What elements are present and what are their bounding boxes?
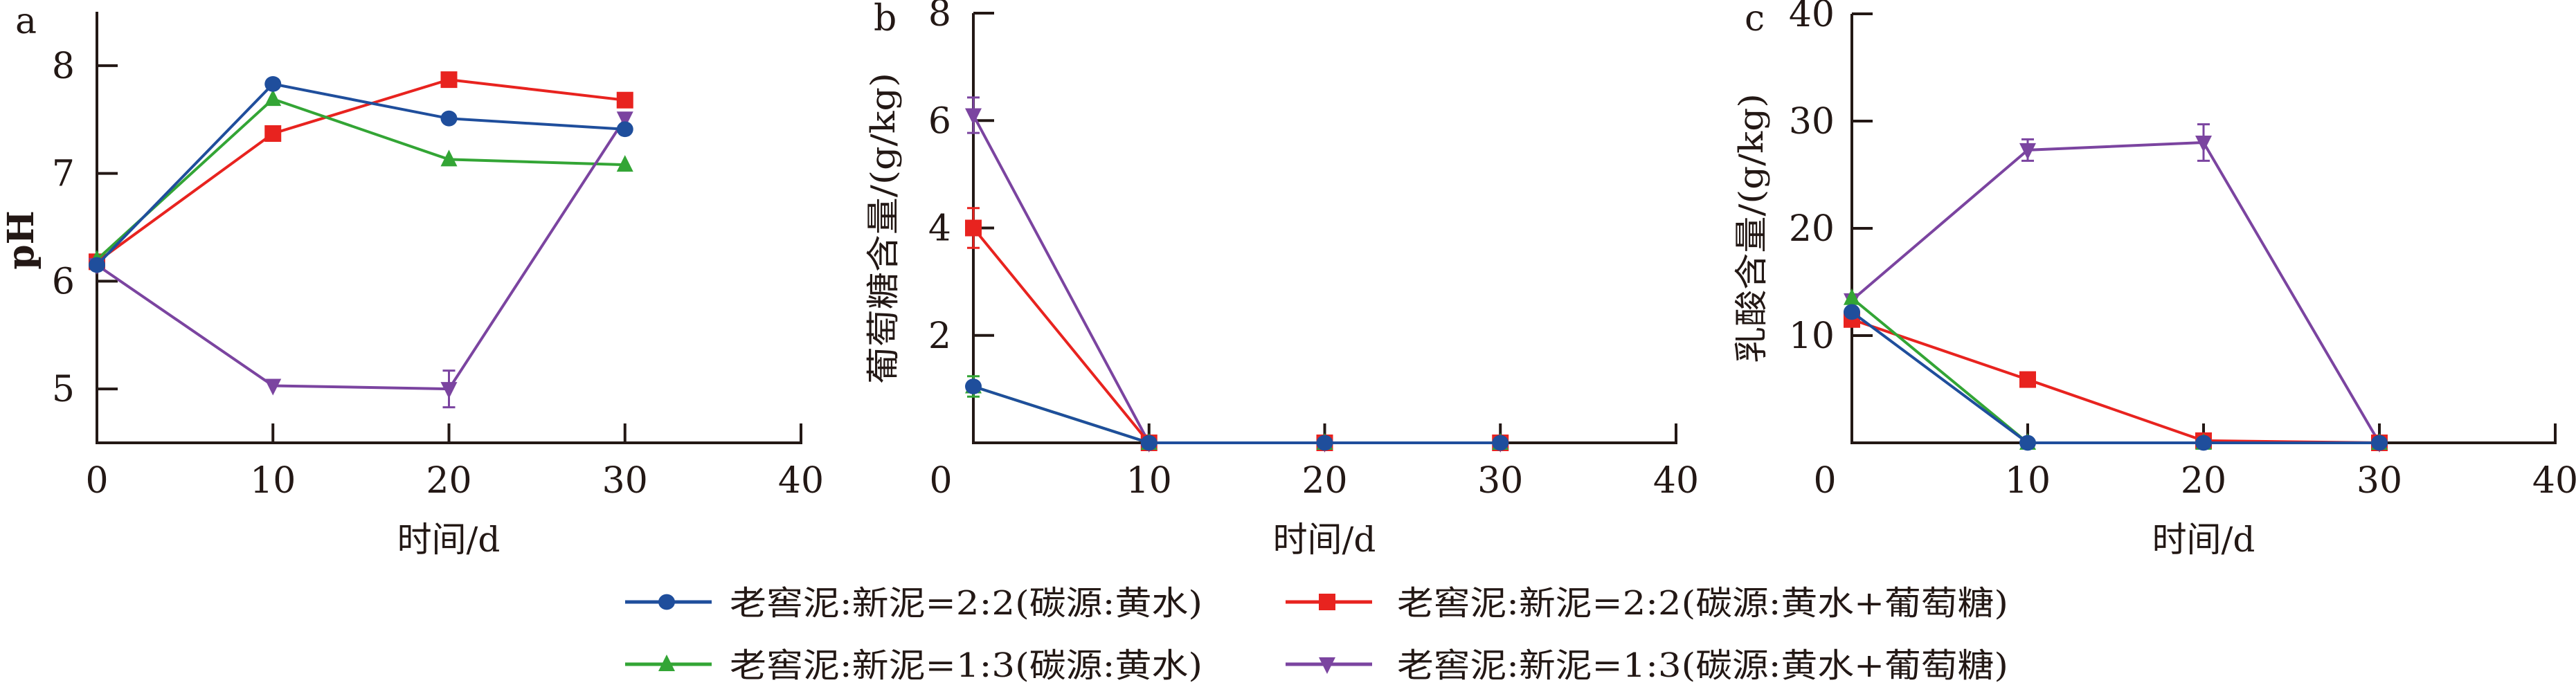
- series: [1844, 311, 2388, 451]
- data-point: [1316, 435, 1333, 451]
- data-point: [2019, 435, 2036, 451]
- series-line: [96, 78, 625, 263]
- y-axis-label-c: 乳酸含量/(g/kg): [1732, 93, 1771, 363]
- series: [1844, 123, 2388, 453]
- x-tick-label: 30: [1477, 460, 1523, 502]
- data-point: [2195, 435, 2212, 451]
- series-line: [973, 385, 1501, 444]
- y-axis-label-b: 葡萄糖含量/(g/kg): [864, 73, 903, 384]
- series-line: [96, 118, 627, 391]
- data-point: [616, 121, 633, 138]
- data-point: [616, 91, 633, 109]
- legend-label-3: 老窖泥:新泥=1:3(碳源:黄水): [730, 646, 1203, 685]
- data-point: [1140, 435, 1158, 451]
- panel-c: c 乳酸含量/(g/kg) 时间/d 10 20 30 40 0 10 20 30 40: [1732, 0, 2576, 560]
- x-tick-label: 40: [1653, 460, 1699, 502]
- y-tick-label: 5: [52, 369, 75, 410]
- data-point: [440, 382, 458, 399]
- y-tick-label: 20: [1789, 208, 1835, 250]
- data-point: [440, 110, 458, 127]
- y-tick-label: 30: [1789, 101, 1835, 143]
- legend-marker-circle: [658, 594, 675, 610]
- x-tick-label: 0: [929, 460, 952, 502]
- data-point: [965, 108, 982, 125]
- y-tick-label: 6: [928, 100, 951, 142]
- x-tick-label: 30: [2357, 460, 2402, 502]
- x-axis-label-c: 时间/d: [2152, 520, 2255, 560]
- y-tick-label: 2: [928, 316, 951, 357]
- series: [89, 75, 633, 273]
- data-point: [1844, 288, 1860, 305]
- x-tick-label: 20: [2181, 460, 2226, 502]
- x-tick-label: 40: [2532, 460, 2576, 502]
- x-tick-label: 0: [1813, 460, 1836, 502]
- legend-label-4: 老窖泥:新泥=1:3(碳源:黄水+葡萄糖): [1397, 646, 2008, 685]
- series-line: [973, 385, 1501, 444]
- data-point: [1492, 435, 1509, 451]
- x-tick-label: 0: [85, 460, 108, 502]
- y-tick-label: 8: [928, 0, 951, 35]
- data-point: [2019, 143, 2036, 160]
- x-tick-label: 30: [602, 460, 648, 502]
- data-point: [89, 257, 105, 273]
- data-point: [264, 378, 282, 396]
- legend-marker-triangle-up: [658, 655, 675, 671]
- x-tick-label: 40: [778, 460, 824, 502]
- x-tick-label: 20: [1301, 460, 1347, 502]
- y-tick-label: 4: [928, 208, 951, 250]
- series-line: [1851, 318, 2380, 444]
- series-line: [96, 82, 625, 266]
- data-point: [2019, 371, 2036, 388]
- data-point: [965, 378, 982, 394]
- series: [965, 207, 1509, 451]
- legend-label-1: 老窖泥:新泥=2:2(碳源:黄水): [730, 584, 1203, 623]
- x-tick-label: 10: [1126, 460, 1172, 502]
- data-point: [440, 71, 458, 89]
- series-line: [96, 97, 625, 261]
- legend: 老窖泥:新泥=2:2(碳源:黄水) 老窖泥:新泥=2:2(碳源:黄水+葡萄糖) …: [625, 584, 2008, 685]
- series: [965, 375, 1509, 450]
- legend-label-2: 老窖泥:新泥=2:2(碳源:黄水+葡萄糖): [1397, 584, 2008, 623]
- legend-marker-triangle-down: [1319, 657, 1335, 674]
- panel-b: b 葡萄糖含量/(g/kg) 时间/d 2 4 6 8 0 10 20 30 40: [864, 0, 1699, 560]
- series: [965, 378, 1509, 451]
- data-point: [2195, 136, 2212, 152]
- x-tick-label: 20: [426, 460, 471, 502]
- panel-a: a pH 时间/d 5 6 7 8 0 10 20 30 40: [0, 1, 824, 560]
- data-point: [616, 111, 633, 129]
- x-tick-label: 10: [250, 460, 296, 502]
- data-point: [2371, 435, 2388, 451]
- y-tick-label: 6: [52, 261, 75, 302]
- panel-label-c: c: [1745, 0, 1765, 39]
- data-point: [264, 75, 282, 92]
- x-axis-label-a: 时间/d: [397, 520, 501, 560]
- data-point: [965, 219, 982, 237]
- panel-label-b: b: [874, 0, 897, 39]
- y-axis-label-a: pH: [0, 210, 42, 270]
- y-tick-label: 40: [1789, 0, 1835, 35]
- data-point: [616, 155, 633, 172]
- data-point: [264, 125, 282, 142]
- legend-marker-square: [1319, 594, 1335, 610]
- data-point: [440, 149, 458, 167]
- data-point: [264, 89, 282, 107]
- y-tick-label: 10: [1789, 316, 1835, 357]
- series-line: [1850, 140, 2381, 444]
- panel-label-a: a: [15, 1, 37, 42]
- series: [89, 89, 633, 267]
- series: [1844, 304, 2388, 451]
- series-line: [972, 114, 1501, 444]
- data-point: [1844, 304, 1860, 320]
- y-tick-label: 8: [52, 46, 75, 87]
- series: [89, 111, 633, 409]
- y-tick-label: 7: [52, 154, 75, 195]
- series: [965, 96, 1509, 453]
- series-line: [1850, 311, 2379, 444]
- x-tick-label: 10: [2005, 460, 2051, 502]
- series: [1844, 288, 2388, 450]
- x-axis-label-b: 时间/d: [1273, 520, 1376, 560]
